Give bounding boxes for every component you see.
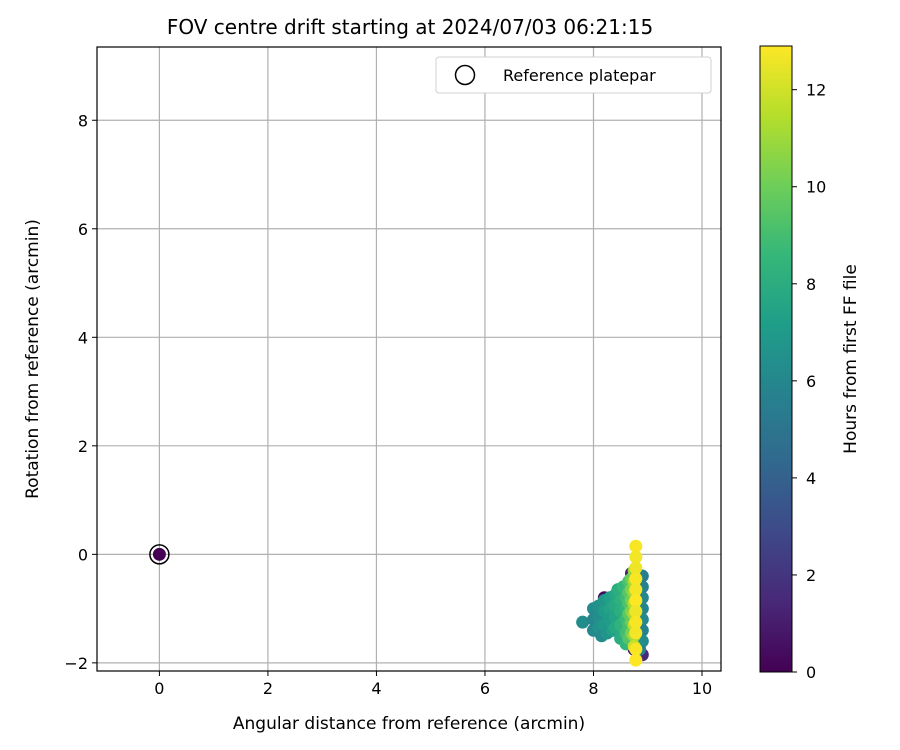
drift-point xyxy=(629,593,643,607)
chart-title: FOV centre drift starting at 2024/07/03 … xyxy=(167,15,653,39)
drift-point xyxy=(629,615,643,629)
y-tick-label: −2 xyxy=(64,654,88,673)
drift-point xyxy=(629,653,643,667)
x-axis-ticks: 0 2 4 6 8 10 xyxy=(154,671,712,698)
legend-marker-reference xyxy=(454,64,476,86)
drift-point xyxy=(629,572,643,586)
reference-point-marker xyxy=(149,544,170,565)
colorbar-tick-label: 10 xyxy=(806,178,826,197)
legend-box xyxy=(435,56,712,94)
colorbar xyxy=(759,45,793,673)
y-tick-label: 8 xyxy=(78,111,88,130)
reference-marker-group xyxy=(149,544,170,565)
scatter-points xyxy=(576,539,649,667)
drift-point xyxy=(629,583,643,597)
colorbar-tick-label: 2 xyxy=(806,566,816,585)
y-axis-ticks: −2 0 2 4 6 8 xyxy=(64,111,97,673)
y-tick-label: 4 xyxy=(78,328,88,347)
y-axis-label: Rotation from reference (arcmin) xyxy=(23,219,43,499)
x-tick-label: 10 xyxy=(692,679,712,698)
drift-point xyxy=(629,604,643,618)
drift-point xyxy=(629,642,643,656)
drift-point xyxy=(629,626,643,640)
y-tick-label: 0 xyxy=(78,545,88,564)
x-tick-label: 4 xyxy=(371,679,381,698)
y-tick-label: 6 xyxy=(78,220,88,239)
drift-point xyxy=(629,539,643,553)
grid xyxy=(97,47,721,671)
colorbar-tick-label: 4 xyxy=(806,469,816,488)
plot-area-frame xyxy=(96,46,722,672)
x-tick-label: 6 xyxy=(480,679,490,698)
drift-point xyxy=(576,615,590,629)
x-tick-label: 2 xyxy=(263,679,273,698)
colorbar-ticks: 0 2 4 6 8 10 12 xyxy=(792,81,826,682)
drift-point xyxy=(629,550,643,564)
colorbar-tick-label: 12 xyxy=(806,81,826,100)
drift-point xyxy=(629,561,643,575)
x-axis-label: Angular distance from reference (arcmin) xyxy=(233,714,585,734)
reference-point-fill xyxy=(152,547,166,561)
legend: Reference platepar xyxy=(435,56,712,94)
legend-label-reference: Reference platepar xyxy=(503,66,656,85)
colorbar-tick-label: 0 xyxy=(806,663,816,682)
colorbar-tick-label: 8 xyxy=(806,275,816,294)
y-tick-label: 2 xyxy=(78,437,88,456)
x-tick-label: 8 xyxy=(588,679,598,698)
colorbar-tick-label: 6 xyxy=(806,372,816,391)
colorbar-label: Hours from first FF file xyxy=(841,264,861,454)
x-tick-label: 0 xyxy=(154,679,164,698)
